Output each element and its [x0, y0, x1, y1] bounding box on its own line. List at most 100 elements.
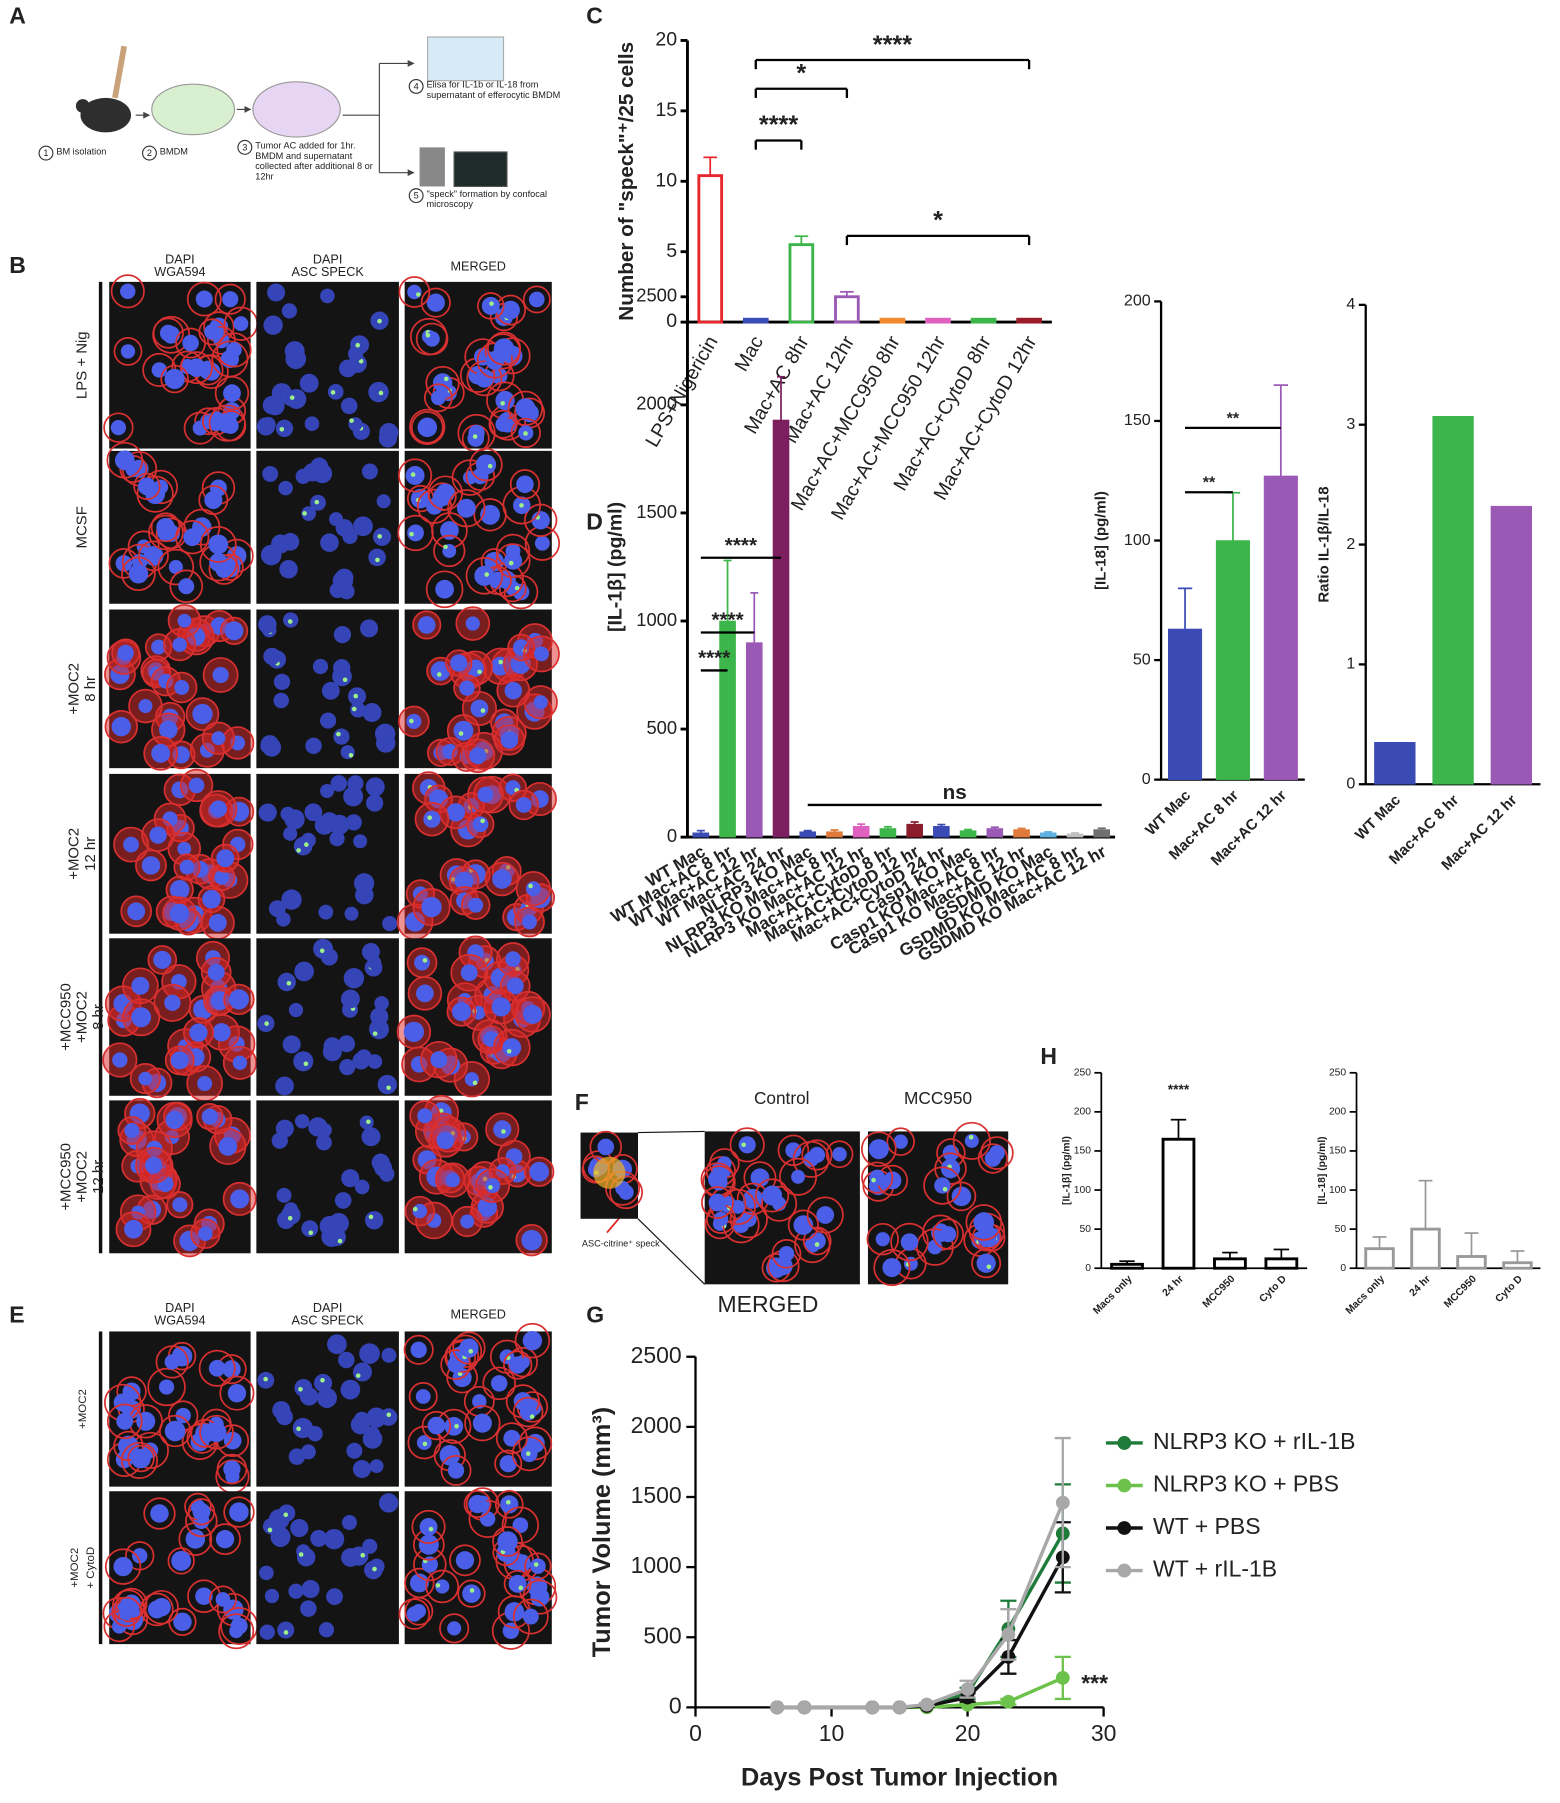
significance-label: ns	[943, 781, 967, 804]
asc-speck	[343, 677, 348, 682]
step-number: 1	[43, 148, 48, 158]
nucleus	[282, 303, 297, 318]
zoom-line	[638, 1219, 705, 1285]
nucleus	[516, 476, 534, 494]
row-label: +MOC2	[66, 828, 83, 880]
y-axis-label: Ratio IL-1β/IL-18	[1315, 486, 1332, 602]
bar	[1014, 830, 1030, 838]
nucleus	[269, 900, 286, 917]
asc-speck	[264, 1021, 269, 1026]
asc-speck	[283, 1512, 288, 1517]
step-label-box: BMDM	[160, 146, 246, 203]
point	[770, 1700, 784, 1714]
asc-speck	[530, 1414, 535, 1419]
nucleus	[174, 680, 189, 695]
micrograph	[256, 1491, 399, 1644]
micrograph	[399, 277, 551, 452]
x-tick-label: 24 hr	[1161, 1274, 1186, 1299]
asc-speck	[459, 731, 464, 736]
asc-speck	[349, 753, 354, 758]
bar	[881, 319, 904, 322]
nucleus	[262, 738, 281, 757]
y-tick-label: 4	[1346, 295, 1355, 313]
panel-letter: C	[586, 3, 603, 29]
asc-speck	[498, 660, 503, 665]
row-label: 12 hr	[90, 1160, 107, 1194]
nucleus	[171, 1051, 189, 1069]
nucleus	[353, 834, 367, 848]
nucleus	[382, 1348, 397, 1363]
significance-label: ****	[759, 111, 799, 139]
nucleus	[362, 1127, 381, 1146]
y-tick-label: 2000	[631, 1412, 682, 1438]
nucleus	[112, 1052, 127, 1067]
nucleus	[204, 491, 222, 509]
nucleus	[493, 1120, 511, 1138]
nucleus	[526, 881, 541, 896]
nucleus	[113, 1557, 132, 1576]
micrograph	[399, 1488, 556, 1649]
nucleus	[462, 1584, 481, 1603]
step-label: BMDM	[160, 146, 246, 156]
nucleus	[354, 1412, 370, 1428]
nucleus	[360, 619, 378, 637]
nucleus	[226, 342, 242, 358]
legend-label: NLRP3 KO + rIL-1B	[1153, 1428, 1355, 1454]
nucleus	[436, 484, 455, 503]
nucleus	[151, 744, 170, 763]
micrograph	[862, 1123, 1013, 1286]
nucleus	[375, 724, 395, 744]
nucleus	[509, 1575, 527, 1593]
nucleus	[367, 1054, 382, 1069]
nucleus	[301, 1444, 316, 1459]
nucleus	[210, 800, 227, 817]
nucleus	[368, 549, 386, 567]
nucleus	[336, 519, 354, 537]
nucleus	[262, 466, 278, 482]
nucleus	[368, 382, 388, 402]
y-tick-label: 50	[1335, 1224, 1347, 1235]
nucleus	[265, 396, 284, 415]
asc-speck	[336, 732, 341, 737]
y-tick-label: 0	[1142, 770, 1151, 788]
nucleus	[149, 826, 166, 843]
point	[1056, 1671, 1070, 1685]
nucleus	[189, 1024, 207, 1042]
y-tick-label: 0	[1085, 1263, 1091, 1274]
column-header: ASC SPECK	[291, 265, 364, 279]
y-tick-label: 2	[1346, 535, 1355, 553]
significance-label: ****	[725, 534, 758, 557]
nucleus	[328, 1228, 346, 1246]
x-tick-label: Mac	[731, 332, 769, 375]
nucleus	[503, 1430, 520, 1447]
micrograph	[105, 1331, 254, 1492]
nucleus	[523, 1609, 539, 1625]
step-label-box: "speck" formation by confocal microscopy	[426, 189, 564, 246]
nucleus	[331, 775, 348, 792]
nucleus	[476, 454, 496, 474]
nucleus	[374, 996, 389, 1011]
nucleus	[277, 1188, 292, 1203]
nucleus	[171, 1551, 191, 1571]
y-tick-label: 150	[1329, 1146, 1346, 1157]
nucleus	[277, 1622, 294, 1639]
panel-letter: G	[586, 1302, 604, 1328]
nucleus	[468, 1495, 486, 1513]
nucleus	[145, 1157, 162, 1174]
asc-speck	[507, 1049, 512, 1054]
nucleus	[428, 1417, 446, 1435]
asc-speck	[423, 958, 428, 963]
asc-speck	[284, 1630, 289, 1635]
nucleus	[217, 413, 237, 433]
nucleus	[131, 1007, 151, 1027]
nucleus	[535, 536, 550, 551]
nucleus	[293, 1418, 313, 1438]
nucleus	[198, 1227, 212, 1241]
asc-speck	[454, 1424, 459, 1429]
y-tick-label: 15	[655, 99, 677, 121]
nucleus	[473, 1414, 492, 1433]
nucleus	[534, 695, 548, 709]
micrograph	[701, 1128, 859, 1284]
series-line	[777, 1503, 1063, 1708]
micrograph	[256, 1100, 399, 1253]
